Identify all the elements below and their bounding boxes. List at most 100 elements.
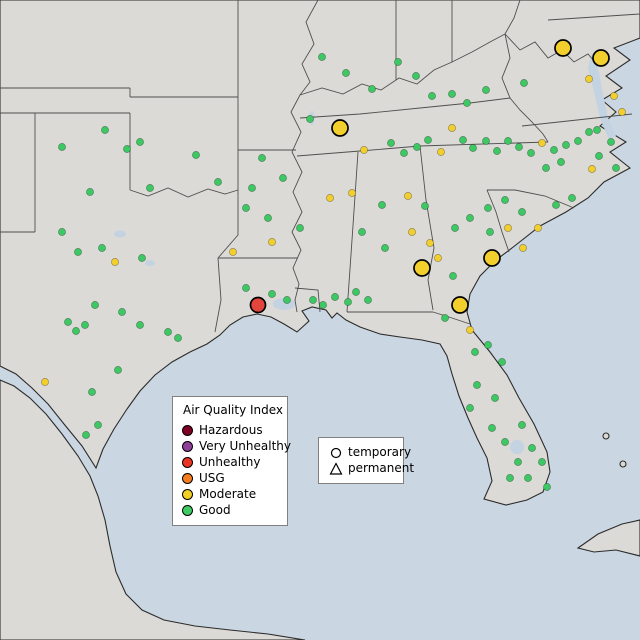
station-marker-moderate-temporary[interactable] <box>592 49 610 67</box>
station-marker-moderate[interactable] <box>519 244 527 252</box>
station-marker-good[interactable] <box>138 254 146 262</box>
station-marker-good[interactable] <box>463 99 471 107</box>
station-marker-good[interactable] <box>318 53 326 61</box>
station-marker-good[interactable] <box>331 293 339 301</box>
station-marker-good[interactable] <box>607 138 615 146</box>
station-marker-good[interactable] <box>528 444 536 452</box>
station-marker-moderate-temporary[interactable] <box>451 296 469 314</box>
station-marker-good[interactable] <box>74 248 82 256</box>
station-marker-moderate[interactable] <box>504 224 512 232</box>
station-marker-good[interactable] <box>88 388 96 396</box>
station-marker-good[interactable] <box>538 458 546 466</box>
station-marker-good[interactable] <box>504 137 512 145</box>
station-marker-moderate[interactable] <box>618 108 626 116</box>
station-marker-good[interactable] <box>242 204 250 212</box>
station-marker-moderate[interactable] <box>588 165 596 173</box>
station-marker-good[interactable] <box>524 474 532 482</box>
station-marker-good[interactable] <box>612 164 620 172</box>
station-marker-good[interactable] <box>527 149 535 157</box>
station-marker-good[interactable] <box>358 228 366 236</box>
station-marker-good[interactable] <box>118 308 126 316</box>
station-marker-good[interactable] <box>192 151 200 159</box>
station-marker-moderate[interactable] <box>404 192 412 200</box>
station-marker-unhealthy-temporary[interactable] <box>249 296 267 314</box>
station-marker-good[interactable] <box>448 90 456 98</box>
station-marker-good[interactable] <box>574 137 582 145</box>
station-marker-good[interactable] <box>466 404 474 412</box>
station-marker-moderate[interactable] <box>408 228 416 236</box>
station-marker-good[interactable] <box>283 296 291 304</box>
station-marker-moderate[interactable] <box>229 248 237 256</box>
station-marker-good[interactable] <box>123 145 131 153</box>
station-marker-moderate[interactable] <box>448 124 456 132</box>
station-marker-good[interactable] <box>174 334 182 342</box>
station-marker-good[interactable] <box>493 147 501 155</box>
station-marker-good[interactable] <box>471 348 479 356</box>
station-marker-good[interactable] <box>482 137 490 145</box>
station-marker-good[interactable] <box>486 228 494 236</box>
station-marker-moderate[interactable] <box>585 75 593 83</box>
station-marker-good[interactable] <box>412 72 420 80</box>
station-marker-good[interactable] <box>58 143 66 151</box>
station-marker-good[interactable] <box>342 69 350 77</box>
station-marker-good[interactable] <box>364 296 372 304</box>
station-marker-good[interactable] <box>279 174 287 182</box>
station-marker-good[interactable] <box>585 128 593 136</box>
station-marker-good[interactable] <box>136 138 144 146</box>
station-marker-good[interactable] <box>484 204 492 212</box>
station-marker-good[interactable] <box>136 321 144 329</box>
station-marker-good[interactable] <box>306 115 314 123</box>
station-marker-good[interactable] <box>387 139 395 147</box>
station-marker-good[interactable] <box>451 224 459 232</box>
station-marker-good[interactable] <box>421 202 429 210</box>
station-marker-moderate[interactable] <box>538 139 546 147</box>
station-marker-good[interactable] <box>64 318 72 326</box>
station-marker-good[interactable] <box>469 144 477 152</box>
station-marker-good[interactable] <box>593 126 601 134</box>
station-marker-good[interactable] <box>258 154 266 162</box>
station-marker-good[interactable] <box>568 194 576 202</box>
station-marker-good[interactable] <box>91 301 99 309</box>
station-marker-good[interactable] <box>164 328 172 336</box>
station-marker-good[interactable] <box>214 178 222 186</box>
station-marker-good[interactable] <box>248 184 256 192</box>
station-marker-good[interactable] <box>368 85 376 93</box>
station-marker-good[interactable] <box>344 298 352 306</box>
station-marker-good[interactable] <box>518 421 526 429</box>
station-marker-moderate[interactable] <box>434 254 442 262</box>
station-marker-good[interactable] <box>101 126 109 134</box>
station-marker-good[interactable] <box>381 244 389 252</box>
station-marker-good[interactable] <box>94 421 102 429</box>
station-marker-good[interactable] <box>72 327 80 335</box>
station-marker-good[interactable] <box>515 143 523 151</box>
station-marker-good[interactable] <box>552 201 560 209</box>
station-marker-good[interactable] <box>520 79 528 87</box>
station-marker-good[interactable] <box>352 288 360 296</box>
station-marker-moderate[interactable] <box>111 258 119 266</box>
station-marker-good[interactable] <box>518 208 526 216</box>
station-marker-good[interactable] <box>543 483 551 491</box>
station-marker-moderate[interactable] <box>268 238 276 246</box>
station-marker-good[interactable] <box>482 86 490 94</box>
station-marker-good[interactable] <box>506 474 514 482</box>
station-marker-moderate-temporary[interactable] <box>483 249 501 267</box>
station-marker-moderate[interactable] <box>610 92 618 100</box>
station-marker-good[interactable] <box>146 184 154 192</box>
station-marker-good[interactable] <box>264 214 272 222</box>
station-marker-moderate-temporary[interactable] <box>413 259 431 277</box>
station-marker-good[interactable] <box>473 381 481 389</box>
station-marker-good[interactable] <box>428 92 436 100</box>
station-marker-good[interactable] <box>98 244 106 252</box>
station-marker-good[interactable] <box>400 149 408 157</box>
station-marker-good[interactable] <box>595 152 603 160</box>
station-marker-good[interactable] <box>378 201 386 209</box>
station-marker-good[interactable] <box>498 358 506 366</box>
station-marker-good[interactable] <box>542 164 550 172</box>
station-marker-good[interactable] <box>491 394 499 402</box>
station-marker-good[interactable] <box>488 424 496 432</box>
station-marker-good[interactable] <box>557 158 565 166</box>
station-marker-good[interactable] <box>81 321 89 329</box>
station-marker-good[interactable] <box>309 296 317 304</box>
station-marker-good[interactable] <box>82 431 90 439</box>
station-marker-good[interactable] <box>86 188 94 196</box>
